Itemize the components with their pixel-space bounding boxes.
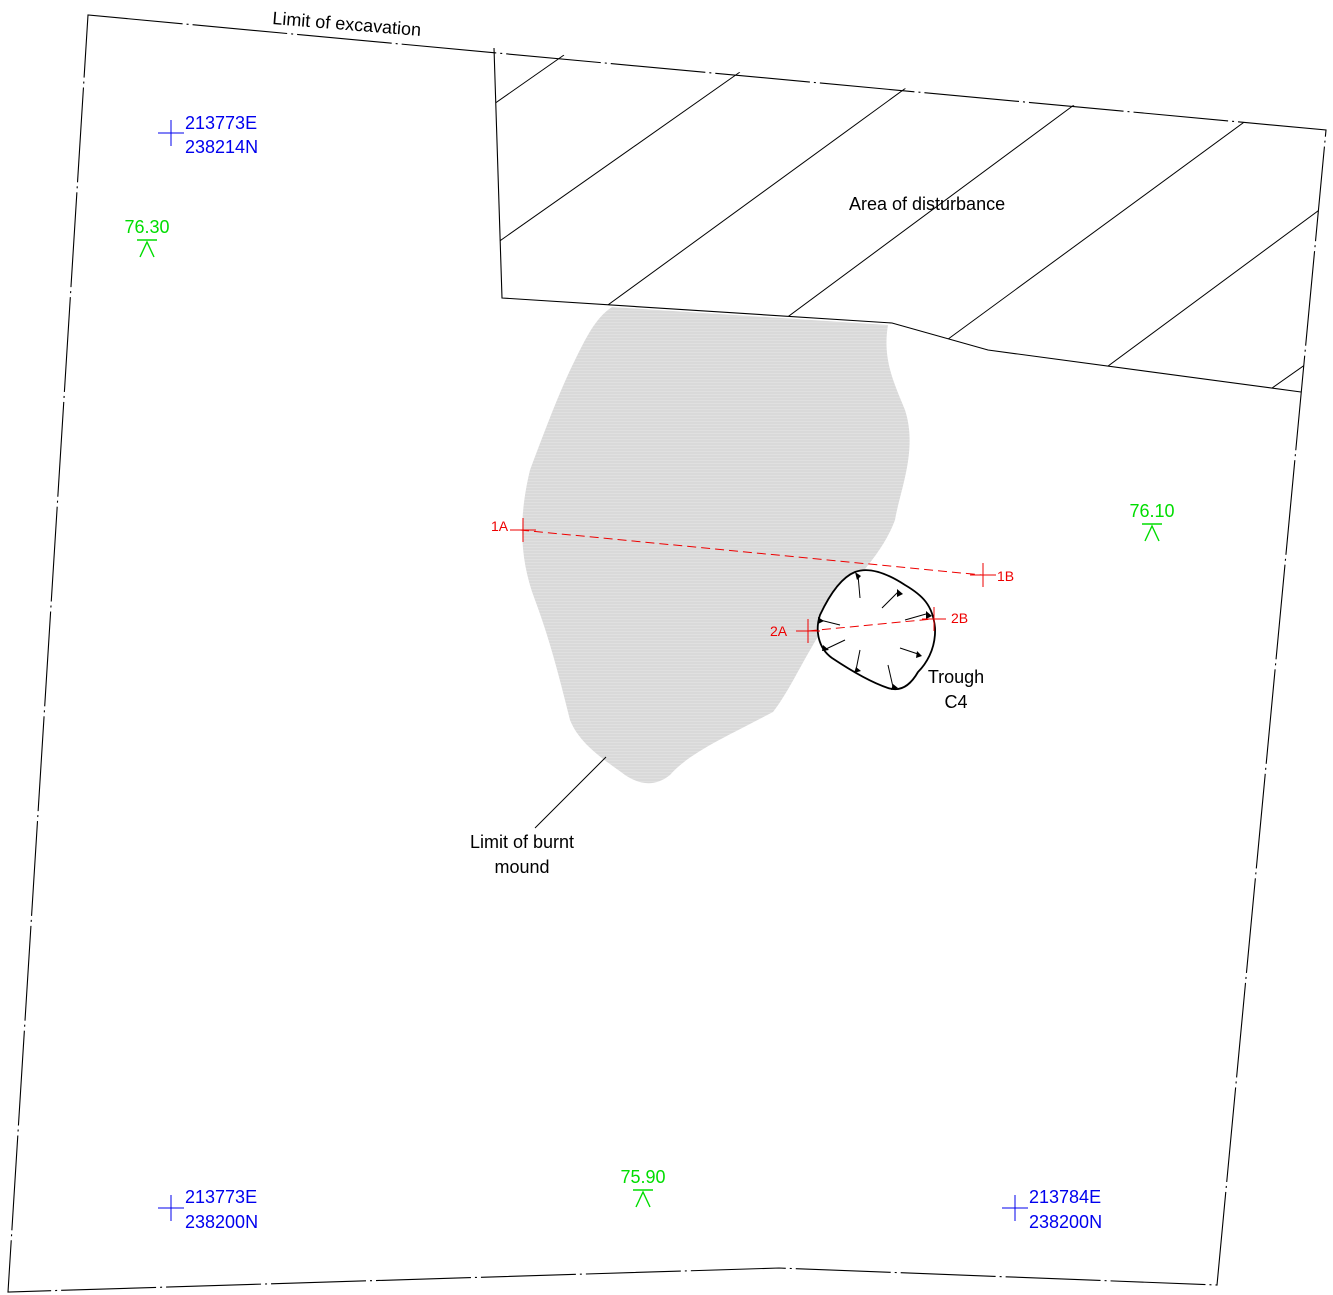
grid-northing: 238200N — [185, 1212, 258, 1232]
burnt-mound-leader — [534, 756, 607, 829]
level-marker-icon — [633, 1189, 653, 1208]
disturbance-label: Area of disturbance — [849, 194, 1005, 214]
section-label-1a: 1A — [491, 518, 509, 534]
level-marker-icon — [1142, 523, 1162, 542]
grid-easting: 213773E — [185, 1187, 257, 1207]
grid-cross-icon — [1002, 1195, 1028, 1221]
grid-cross-icon — [158, 120, 184, 146]
grid-easting: 213773E — [185, 113, 257, 133]
burnt-mound-label-line1: Limit of burnt — [470, 832, 574, 852]
excavation-limit-outline — [7, 14, 1327, 1293]
section-label-2b: 2B — [951, 610, 968, 626]
grid-cross-icon — [158, 1195, 184, 1221]
level-marker-icon — [137, 239, 157, 258]
section-1-line — [519, 529, 983, 576]
trough-label-line1: Trough — [928, 667, 984, 687]
section-2-line — [807, 618, 933, 632]
burnt-mound-label-line2: mound — [494, 857, 549, 877]
section-label-2a: 2A — [770, 623, 788, 639]
grid-northing: 238214N — [185, 137, 258, 157]
grid-northing: 238200N — [1029, 1212, 1102, 1232]
level-value: 76.30 — [124, 217, 169, 237]
excavation-limit-label: Limit of excavation — [272, 8, 422, 40]
section-lines — [519, 529, 983, 632]
level-value: 76.10 — [1129, 501, 1174, 521]
burnt-mound — [522, 307, 910, 784]
disturbance-area — [493, 47, 1326, 393]
level-value: 75.90 — [620, 1167, 665, 1187]
section-markers — [510, 518, 996, 643]
trough-c4 — [816, 569, 936, 691]
section-label-1b: 1B — [997, 568, 1014, 584]
trough-label-line2: C4 — [944, 692, 967, 712]
grid-easting: 213784E — [1029, 1187, 1101, 1207]
